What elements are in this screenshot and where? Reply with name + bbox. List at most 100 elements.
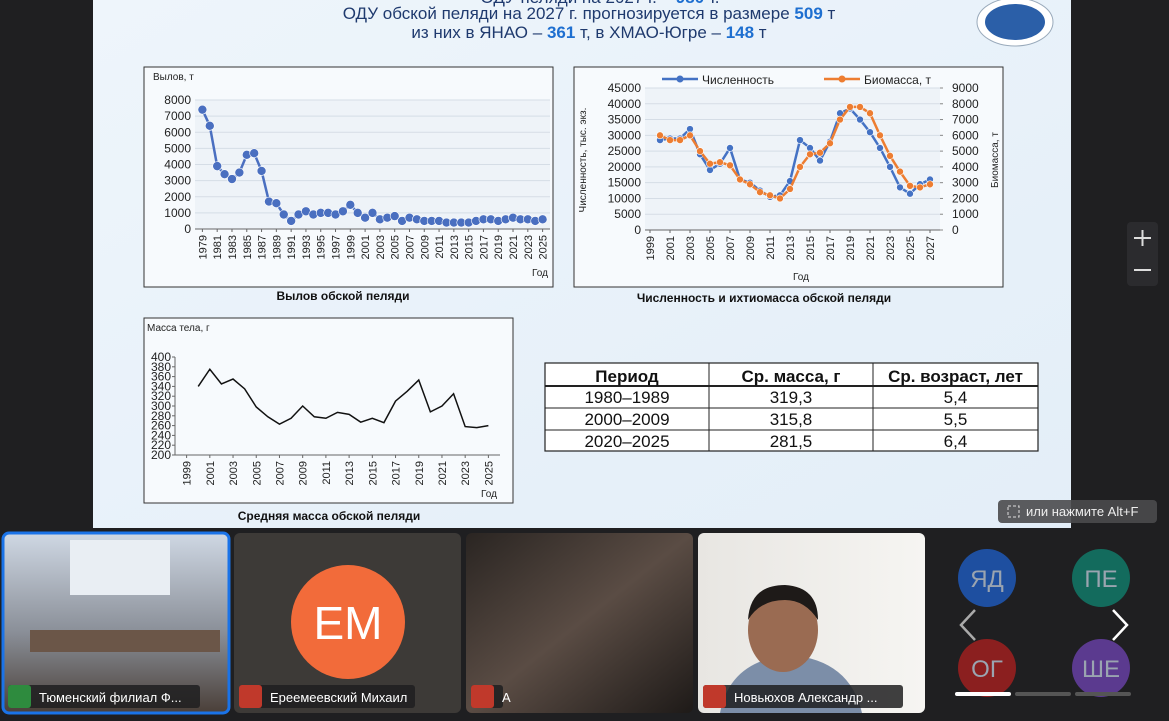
y-axis-label: Вылов, т — [153, 72, 194, 83]
data-point — [766, 191, 774, 200]
x-tick-label: 2015 — [805, 236, 817, 260]
name-pill — [703, 685, 903, 708]
hint-text: или нажмите Alt+F — [1026, 504, 1138, 519]
x-tick-label: 1983 — [227, 235, 239, 259]
data-point — [746, 180, 754, 189]
x-tick-label: 1995 — [316, 235, 328, 259]
data-point — [796, 136, 804, 144]
x-tick-label: 2005 — [390, 235, 402, 259]
x-tick-label: 2009 — [745, 236, 757, 260]
x-tick-label: 2019 — [845, 236, 857, 260]
data-point — [666, 136, 674, 144]
heading-text: из них в ЯНАО – — [411, 23, 547, 42]
x-tick-label: 2003 — [375, 235, 387, 259]
x-tick-label: 2017 — [391, 461, 403, 485]
data-point — [367, 208, 378, 218]
data-point — [338, 206, 348, 217]
y-tick-label: 200 — [151, 448, 171, 462]
participant-name: А — [502, 690, 511, 705]
y-tick-label: 360 — [151, 370, 171, 384]
x-tick-label: 2011 — [765, 236, 777, 260]
side-avatar-initials: ПЕ — [1084, 566, 1117, 593]
x-tick-label: 2027 — [925, 236, 937, 260]
data-point — [826, 139, 834, 148]
legend-label: Биомасса, т — [864, 73, 932, 87]
heading-text: т, в ХМАО-Югре – — [575, 23, 725, 42]
series-line — [659, 105, 931, 200]
table-header: Ср. масса, г — [741, 367, 840, 386]
x-tick-label: 2005 — [251, 461, 263, 485]
screen-icon — [8, 685, 31, 708]
y-tick-label: 280 — [151, 409, 171, 423]
data-point — [656, 131, 664, 140]
y2-tick-label: 4000 — [952, 160, 979, 174]
x-tick-label: 2007 — [274, 461, 286, 485]
data-point — [352, 208, 363, 218]
person-head — [748, 588, 818, 672]
y2-tick-label: 6000 — [952, 128, 979, 142]
data-point — [686, 131, 694, 140]
x-tick-label: 2017 — [478, 235, 490, 259]
table — [544, 362, 1039, 452]
data-point — [786, 185, 794, 193]
data-point — [886, 152, 894, 160]
data-point — [219, 169, 230, 179]
x-axis-label: Год — [481, 489, 497, 500]
x-tick-label: 1993 — [301, 235, 313, 259]
data-point — [686, 125, 694, 133]
data-point — [886, 163, 894, 171]
page-indicator — [955, 692, 1011, 696]
data-point — [816, 148, 824, 157]
chart-title: Средняя масса обской пеляди — [238, 509, 420, 523]
person-hair — [748, 585, 818, 620]
y-tick-label: 400 — [151, 350, 171, 364]
participant-name: Ереемеевский Михаил — [270, 690, 407, 705]
y-tick-label: 20000 — [608, 160, 642, 174]
participant-name: Новьюхов Александр ... — [734, 690, 878, 705]
x-tick-label: 2023 — [523, 235, 535, 259]
x-tick-label: 1999 — [182, 461, 194, 485]
name-pill — [8, 685, 200, 708]
x-tick-label: 2007 — [404, 235, 416, 259]
slide-heading: ОДУ обской пеляди на 2027 г. прогнозируе… — [343, 4, 836, 23]
x-axis-label: Год — [793, 272, 809, 283]
heading-number: 509 — [794, 4, 822, 23]
data-point — [926, 180, 934, 189]
y-tick-label: 45000 — [608, 81, 642, 95]
x-tick-label: 1989 — [271, 235, 283, 259]
y-tick-label: 4000 — [164, 158, 191, 172]
data-point — [278, 209, 289, 220]
chart-frame — [143, 317, 514, 504]
y-axis-label: Численность, тыс. экз. — [578, 108, 589, 213]
slide-heading: ОДУ пеляди на 2027 г. – 980 т. — [480, 0, 719, 7]
x-tick-label: 2017 — [825, 236, 837, 260]
data-point — [389, 211, 400, 221]
data-point — [696, 147, 704, 155]
x-tick-label: 2025 — [483, 461, 495, 485]
y-tick-label: 5000 — [164, 141, 191, 155]
side-avatar-initials: ШЕ — [1082, 656, 1120, 683]
data-point — [706, 159, 714, 168]
x-tick-label: 1987 — [257, 235, 269, 259]
x-tick-label: 2015 — [367, 461, 379, 485]
y2-tick-label: 9000 — [952, 81, 979, 95]
side-avatar — [958, 549, 1016, 607]
nav-prev[interactable] — [959, 609, 976, 641]
x-tick-label: 2001 — [360, 235, 372, 259]
table-cell: 5,5 — [944, 410, 968, 429]
mic-off-icon — [471, 685, 494, 708]
video-tile — [1, 531, 231, 715]
data-point — [204, 121, 215, 131]
zoom-controls[interactable] — [1127, 222, 1158, 286]
nav-next[interactable] — [1112, 609, 1129, 641]
page-indicator — [1075, 692, 1131, 696]
table-header: Ср. возраст, лет — [888, 367, 1023, 386]
room-table — [30, 630, 220, 652]
data-point — [271, 198, 282, 208]
side-avatar — [1072, 549, 1130, 607]
data-point — [836, 115, 844, 124]
y-tick-label: 8000 — [164, 93, 191, 107]
x-tick-label: 1997 — [331, 235, 343, 259]
table-cell: 319,3 — [770, 388, 813, 407]
data-point — [876, 131, 884, 140]
